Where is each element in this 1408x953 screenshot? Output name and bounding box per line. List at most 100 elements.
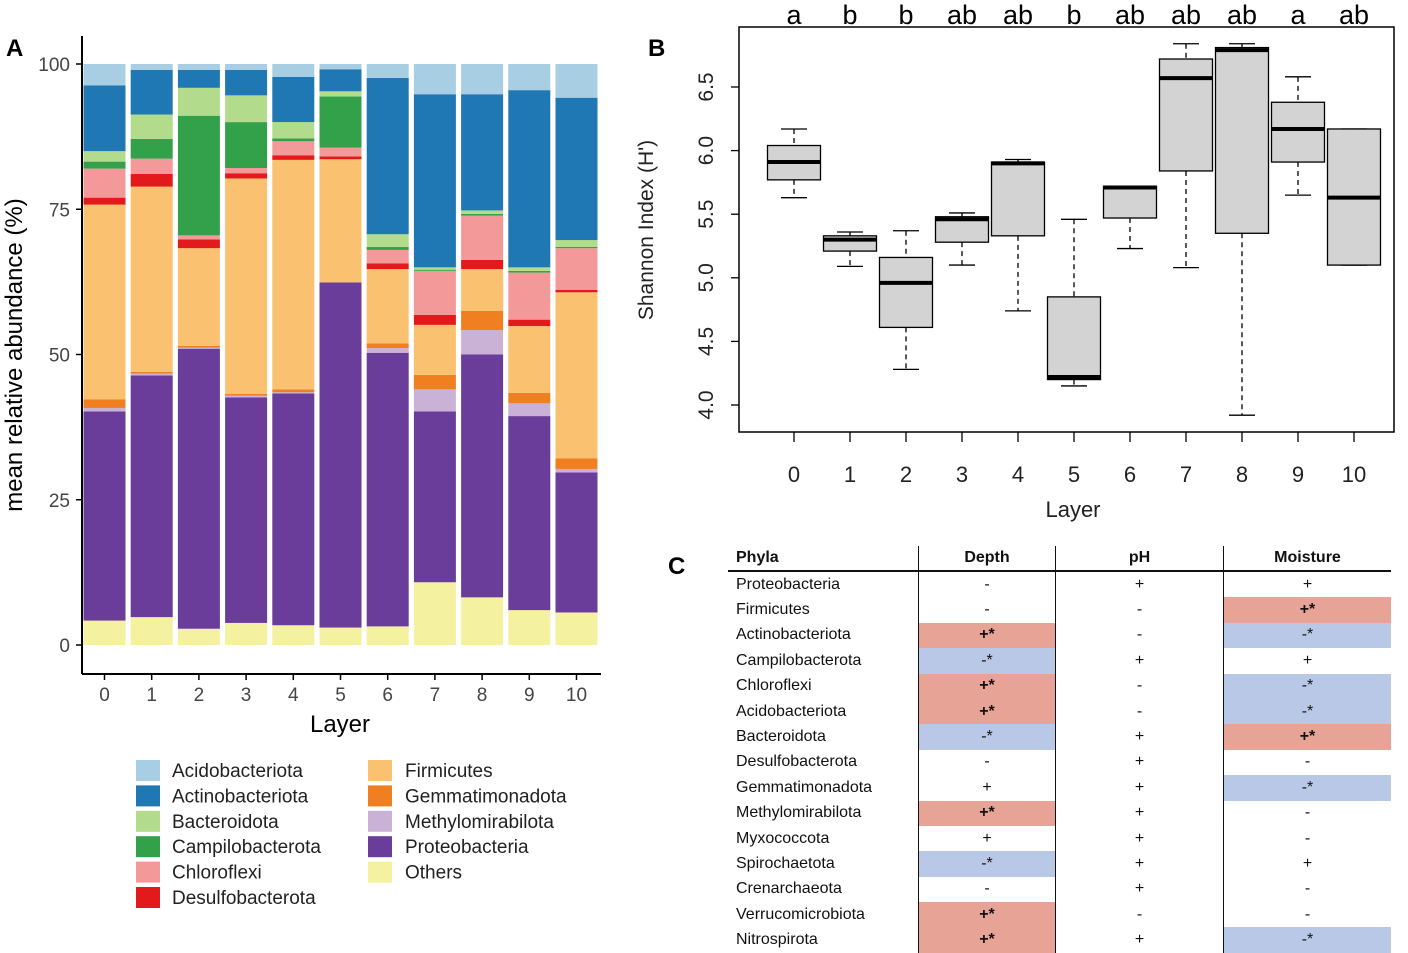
- header-depth: Depth: [918, 546, 1056, 572]
- table-row: Myxococcota + + -: [728, 825, 1391, 852]
- box: [990, 161, 1046, 237]
- bar-segment: [130, 375, 173, 618]
- bar-segment: [130, 158, 173, 174]
- bar-segment: [366, 247, 409, 250]
- bar-segment: [413, 94, 456, 268]
- cell-ph: +: [1055, 648, 1224, 674]
- bar-segment: [272, 155, 315, 160]
- bar-segment: [461, 213, 504, 216]
- bar-segment: [413, 374, 456, 390]
- bar-segment: [130, 371, 173, 374]
- bar-segment: [461, 597, 504, 645]
- x-tick-label: 9: [524, 685, 535, 706]
- bar-segment: [461, 269, 504, 311]
- significance-letter: ab: [1339, 0, 1369, 30]
- cell-depth: +*: [918, 622, 1056, 649]
- cell-phylum: Campilobacterota: [736, 651, 862, 669]
- x-tick-label: 4: [288, 685, 299, 706]
- cell-depth: -*: [918, 851, 1056, 877]
- cell-phylum: Verrucomicrobiota: [736, 905, 865, 923]
- bar-segment: [177, 345, 220, 348]
- bar-segment: [508, 267, 551, 271]
- cell-phylum: Myxococcota: [736, 829, 830, 847]
- bar-segment: [508, 610, 551, 645]
- boxes-group: [766, 43, 1382, 416]
- cell-moisture: -*: [1223, 622, 1391, 649]
- bar-segment: [83, 411, 126, 621]
- bar-segment: [319, 282, 362, 628]
- table-row: Firmicutes - - +*: [728, 597, 1391, 623]
- cell-moisture: +: [1223, 851, 1391, 877]
- cell-phylum: Spirochaetota: [736, 854, 835, 872]
- bar-segment: [83, 168, 126, 198]
- bar-segment: [413, 324, 456, 375]
- bar-segment: [83, 161, 126, 169]
- x-tick-label: 6: [1124, 462, 1136, 487]
- bar-segment: [366, 269, 409, 344]
- bar-segment: [130, 114, 173, 139]
- legend-label: Desulfobacterota: [172, 888, 316, 909]
- bar-segment: [366, 343, 409, 349]
- bar-segment: [319, 64, 362, 70]
- cell-ph: -: [1055, 622, 1224, 649]
- bar-segment: [413, 269, 456, 271]
- bar-segment: [225, 69, 268, 96]
- bar-segment: [225, 122, 268, 168]
- cell-depth: +: [918, 825, 1056, 852]
- box: [1046, 296, 1102, 381]
- cell-phylum: Acidobacteriota: [736, 702, 847, 720]
- bar-segment: [555, 612, 598, 645]
- bar-segment: [177, 64, 220, 70]
- cell-depth: +*: [918, 800, 1056, 826]
- significance-letters: a b b ab ab b ab ab ab a ab: [786, 0, 1369, 30]
- bar-segment: [508, 416, 551, 611]
- cell-moisture: -: [1223, 902, 1391, 928]
- box: [878, 256, 934, 329]
- bar-segment: [555, 64, 598, 98]
- legend-label: Others: [405, 863, 462, 884]
- bar-segment: [319, 156, 362, 160]
- x-tick-label: 0: [99, 685, 110, 706]
- bar-segment: [177, 239, 220, 249]
- x-tick-label: 10: [566, 685, 587, 706]
- bar-segment: [413, 314, 456, 325]
- panel-label-c: C: [668, 553, 685, 580]
- table-row: Gemmatimonadota + + -*: [728, 775, 1391, 801]
- bar-segment: [272, 393, 315, 626]
- legend-label: Methylomirabilota: [405, 812, 554, 833]
- x-tick-label: 3: [241, 685, 252, 706]
- bar-segment: [130, 373, 173, 376]
- bar-segment: [413, 270, 456, 315]
- cell-ph: +: [1055, 927, 1224, 953]
- x-tick-label: 7: [430, 685, 441, 706]
- significance-letter: ab: [1227, 0, 1257, 30]
- table-row: Campilobacterota -* + +: [728, 648, 1391, 674]
- cell-ph: +: [1055, 825, 1224, 852]
- y-tick-label: 5.0: [695, 263, 718, 292]
- bar-segment: [130, 69, 173, 115]
- y-tick-label: 6.0: [695, 136, 718, 165]
- bar-segment: [130, 64, 173, 70]
- y-ticks: 0 25 50 75 100: [38, 55, 82, 657]
- bar-segment: [461, 94, 504, 211]
- bar-segment: [319, 159, 362, 283]
- bar-segment: [508, 392, 551, 404]
- cell-ph: +: [1055, 749, 1224, 776]
- x-tick-label: 7: [1180, 462, 1192, 487]
- cell-depth: +*: [918, 927, 1056, 953]
- bar-segment: [555, 472, 598, 613]
- cell-moisture: -: [1223, 800, 1391, 826]
- header-phyla: Phyla: [728, 546, 919, 572]
- bar-segment: [555, 468, 598, 473]
- bar-segment: [177, 87, 220, 116]
- table-header-row: Phyla Depth pH Moisture: [728, 546, 1391, 572]
- cell-ph: -: [1055, 673, 1224, 699]
- significance-letter: b: [898, 0, 913, 30]
- bar-segment: [83, 399, 126, 408]
- x-tick-label: 2: [194, 685, 205, 706]
- y-tick-label: 100: [38, 55, 70, 76]
- bar-segment: [83, 64, 126, 86]
- x-tick-label: 5: [1068, 462, 1080, 487]
- bar-segment: [461, 64, 504, 95]
